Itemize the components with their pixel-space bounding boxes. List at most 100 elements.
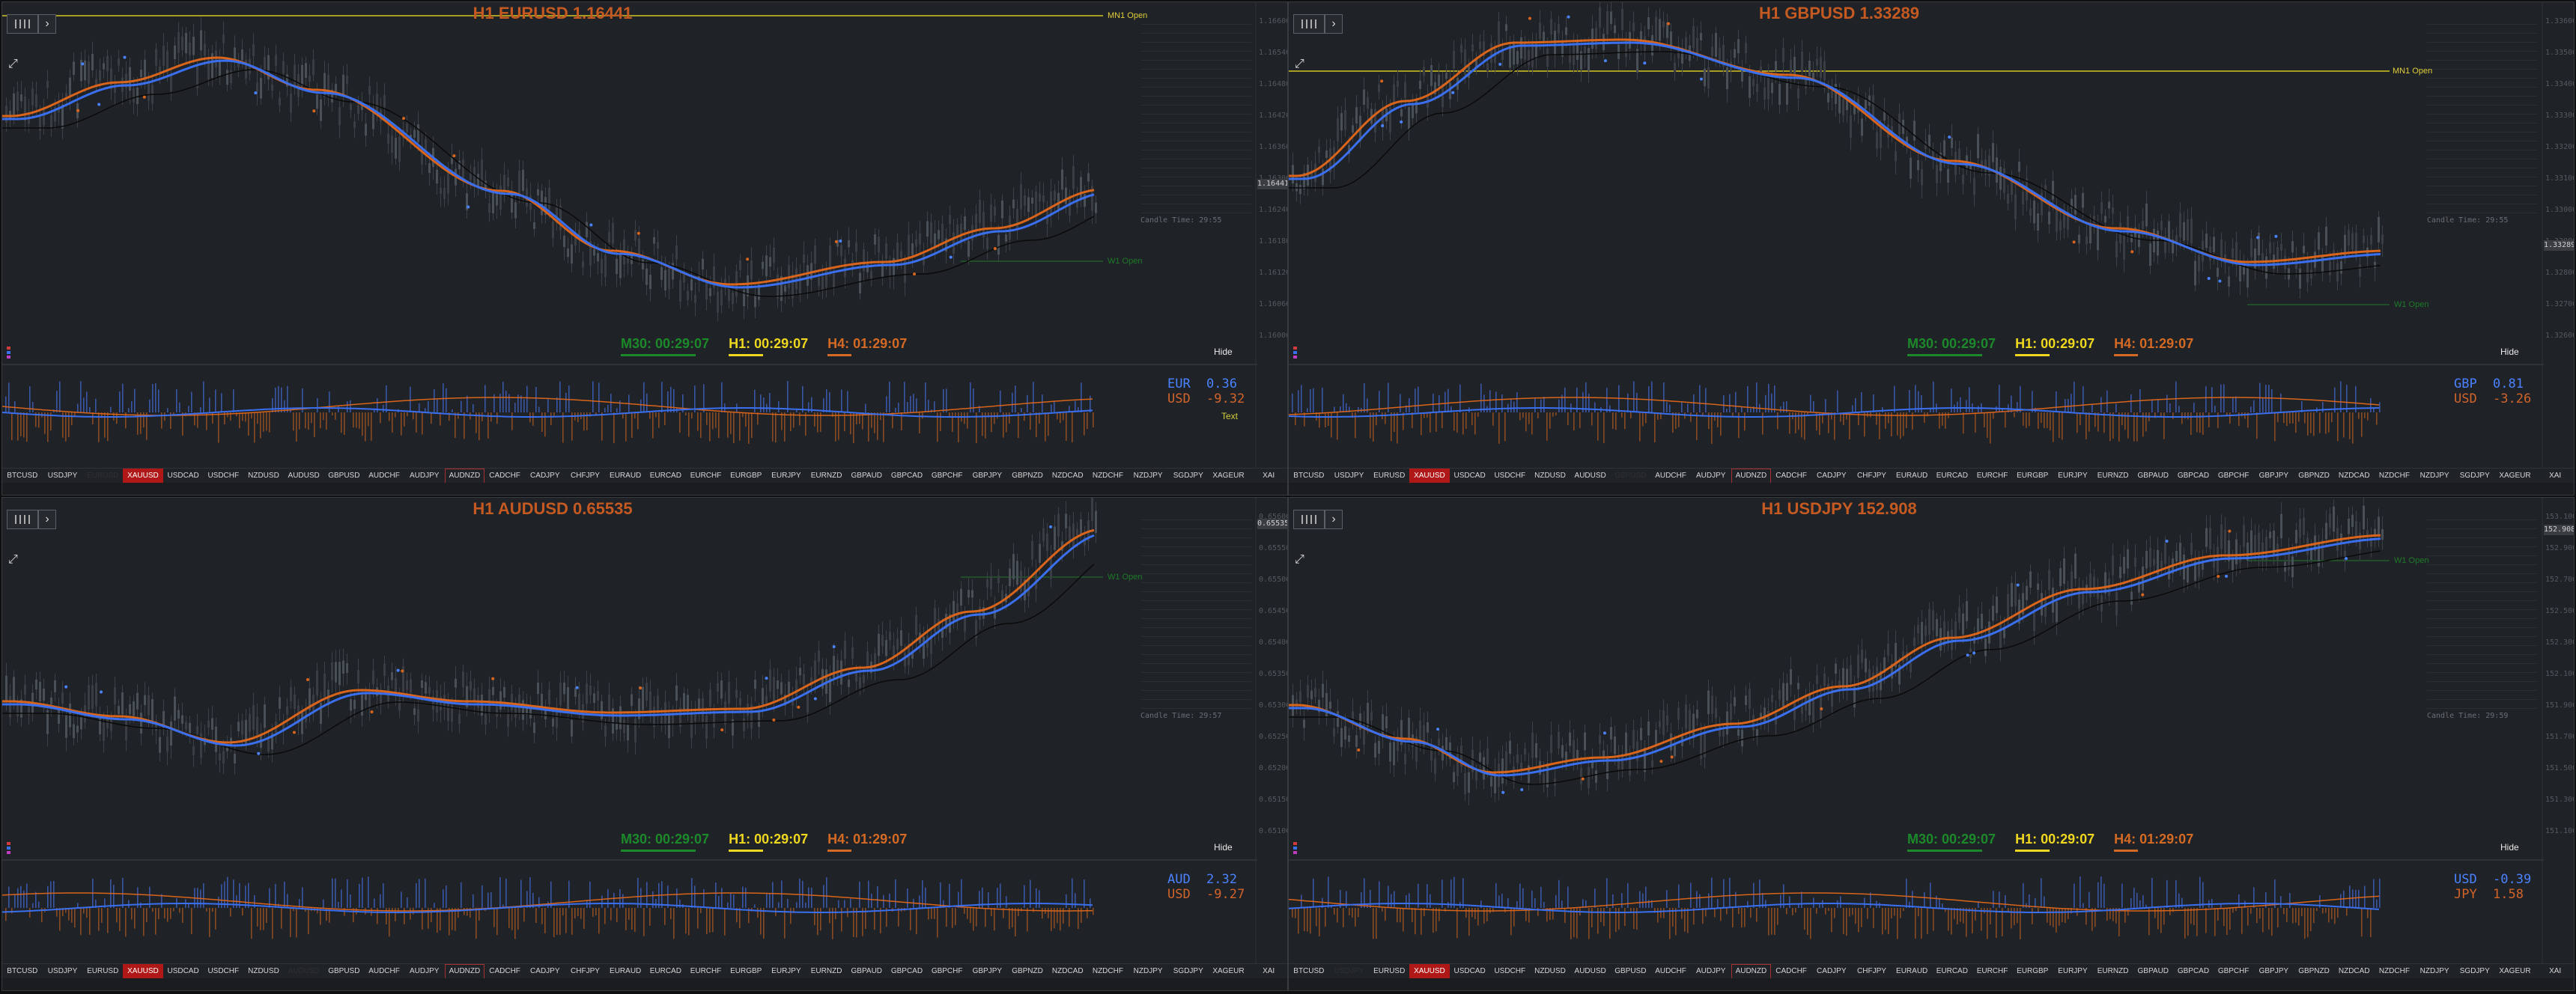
chart-panel-eurusd[interactable]: H1 EURUSD 1.16441 › ⤢ Candle Time: 29:55… [1, 1, 1288, 496]
symbol-tab-euraud[interactable]: EURAUD [610, 967, 642, 975]
symbol-tab-eurusd[interactable]: EURUSD [1373, 967, 1406, 975]
symbol-tab-usdjpy[interactable]: USDJPY [1334, 967, 1364, 975]
toolbar-grip-button[interactable] [1293, 14, 1325, 34]
symbol-tab-gbpcad[interactable]: GBPCAD [2177, 472, 2210, 480]
symbol-tab-cadchf[interactable]: CADCHF [1775, 967, 1807, 975]
symbol-tab-usdcad[interactable]: USDCAD [167, 967, 199, 975]
symbol-tab-cadjpy[interactable]: CADJPY [1817, 967, 1847, 975]
symbol-tab-sgdjpy[interactable]: SGDJPY [1173, 967, 1203, 975]
symbol-tab-nzdchf[interactable]: NZDCHF [1092, 967, 1123, 975]
symbol-tab-gbpjpy[interactable]: GBPJPY [972, 472, 1003, 480]
price-chart[interactable] [1289, 498, 2575, 991]
symbol-tab-gbpnzd[interactable]: GBPNZD [1012, 472, 1043, 480]
fullscreen-icon[interactable]: ⤢ [8, 58, 18, 70]
symbol-tab-audusd[interactable]: AUDUSD [1574, 967, 1606, 975]
symbol-tab-nzdjpy[interactable]: NZDJPY [1133, 967, 1163, 975]
price-chart[interactable] [2, 2, 1288, 496]
symbol-tab-audusd[interactable]: AUDUSD [288, 472, 320, 480]
symbol-tab-chfjpy[interactable]: CHFJPY [571, 472, 600, 480]
chart-panel-audusd[interactable]: H1 AUDUSD 0.65535 › ⤢ Candle Time: 29:57… [1, 497, 1288, 991]
symbol-tab-nzdcad[interactable]: NZDCAD [2338, 967, 2370, 975]
symbol-tab-sgdjpy[interactable]: SGDJPY [1173, 472, 1203, 480]
symbol-tab-gbpchf[interactable]: GBPCHF [931, 472, 963, 480]
symbol-tab-eurnzd[interactable]: EURNZD [810, 967, 842, 975]
symbol-tab-usdjpy[interactable]: USDJPY [47, 967, 78, 975]
symbol-tab-eurnzd[interactable]: EURNZD [2097, 472, 2129, 480]
symbol-tab-gbpjpy[interactable]: GBPJPY [2258, 967, 2289, 975]
symbol-tab-eurjpy[interactable]: EURJPY [2058, 472, 2088, 480]
toolbar-expand-arrow-button[interactable]: › [38, 14, 56, 34]
symbol-tab-xai[interactable]: XAI [2549, 967, 2562, 975]
symbol-tab-audjpy[interactable]: AUDJPY [1695, 472, 1726, 480]
symbol-tab-audjpy[interactable]: AUDJPY [409, 472, 440, 480]
symbol-tab-eurcad[interactable]: EURCAD [649, 472, 681, 480]
symbol-tab-eurgbp[interactable]: EURGBP [2017, 472, 2049, 480]
symbol-tab-eurnzd[interactable]: EURNZD [810, 472, 842, 480]
symbol-tab-chfjpy[interactable]: CHFJPY [571, 967, 600, 975]
symbol-tab-audchf[interactable]: AUDCHF [368, 967, 400, 975]
symbol-tab-gbpchf[interactable]: GBPCHF [2217, 967, 2250, 975]
symbol-tab-cadjpy[interactable]: CADJPY [1817, 472, 1847, 480]
symbol-tab-gbpaud[interactable]: GBPAUD [2137, 967, 2169, 975]
symbol-tab-nzdchf[interactable]: NZDCHF [1092, 472, 1123, 480]
symbol-tab-xai[interactable]: XAI [1263, 472, 1275, 480]
toolbar-expand-arrow-button[interactable]: › [1325, 14, 1343, 34]
hide-button[interactable]: Hide [2500, 842, 2519, 853]
symbol-tab-eurcad[interactable]: EURCAD [1936, 472, 1968, 480]
symbol-tab-audnzd[interactable]: AUDNZD [444, 469, 485, 484]
symbol-tab-xauusd[interactable]: XAUUSD [123, 469, 163, 484]
symbol-tab-btcusd[interactable]: BTCUSD [7, 967, 38, 975]
toolbar-expand-arrow-button[interactable]: › [1325, 510, 1343, 529]
symbol-tab-euraud[interactable]: EURAUD [1896, 967, 1928, 975]
symbol-tab-audjpy[interactable]: AUDJPY [409, 967, 440, 975]
fullscreen-icon[interactable]: ⤢ [1295, 58, 1304, 70]
symbol-tab-nzdchf[interactable]: NZDCHF [2378, 472, 2410, 480]
symbol-tab-nzdjpy[interactable]: NZDJPY [1133, 472, 1163, 480]
symbol-tab-audjpy[interactable]: AUDJPY [1695, 967, 1726, 975]
symbol-tab-nzdusd[interactable]: NZDUSD [248, 967, 279, 975]
symbol-tab-eurcad[interactable]: EURCAD [1936, 967, 1968, 975]
symbol-tab-gbpjpy[interactable]: GBPJPY [2258, 472, 2289, 480]
symbol-tab-gbpaud[interactable]: GBPAUD [851, 967, 883, 975]
symbol-tab-xageur[interactable]: XAGEUR [2499, 967, 2531, 975]
symbol-tab-usdchf[interactable]: USDCHF [1494, 472, 1526, 480]
symbol-tab-gbpaud[interactable]: GBPAUD [2137, 472, 2169, 480]
symbol-tab-usdjpy[interactable]: USDJPY [47, 472, 78, 480]
symbol-tab-gbpchf[interactable]: GBPCHF [931, 967, 963, 975]
symbol-tab-usdcad[interactable]: USDCAD [1453, 472, 1486, 480]
symbol-tab-cadjpy[interactable]: CADJPY [530, 967, 560, 975]
symbol-tab-chfjpy[interactable]: CHFJPY [1857, 967, 1886, 975]
symbol-tab-xauusd[interactable]: XAUUSD [1409, 964, 1450, 979]
symbol-tab-xai[interactable]: XAI [2549, 472, 2562, 480]
symbol-tab-gbpcad[interactable]: GBPCAD [2177, 967, 2210, 975]
fullscreen-icon[interactable]: ⤢ [1295, 553, 1304, 566]
symbol-tab-audchf[interactable]: AUDCHF [1655, 472, 1686, 480]
toolbar-grip-button[interactable] [7, 14, 38, 34]
symbol-tab-audnzd[interactable]: AUDNZD [1731, 964, 1772, 979]
symbol-tab-eurchf[interactable]: EURCHF [690, 967, 722, 975]
symbol-tab-nzdjpy[interactable]: NZDJPY [2419, 472, 2449, 480]
symbol-tab-eurjpy[interactable]: EURJPY [771, 472, 801, 480]
symbol-tab-nzdchf[interactable]: NZDCHF [2378, 967, 2410, 975]
symbol-tab-nzdcad[interactable]: NZDCAD [1051, 472, 1084, 480]
symbol-tab-chfjpy[interactable]: CHFJPY [1857, 472, 1886, 480]
symbol-tab-nzdusd[interactable]: NZDUSD [1534, 967, 1566, 975]
symbol-tab-eurjpy[interactable]: EURJPY [771, 967, 801, 975]
hide-button[interactable]: Hide [1214, 347, 1233, 357]
symbol-tab-nzdusd[interactable]: NZDUSD [1534, 472, 1566, 480]
chart-panel-usdjpy[interactable]: H1 USDJPY 152.908 › ⤢ Candle Time: 29:59… [1288, 497, 2575, 991]
symbol-tab-audchf[interactable]: AUDCHF [368, 472, 400, 480]
symbol-tab-gbpusd[interactable]: GBPUSD [328, 472, 360, 480]
fullscreen-icon[interactable]: ⤢ [8, 553, 18, 566]
symbol-tab-gbpusd[interactable]: GBPUSD [1614, 967, 1647, 975]
symbol-tab-gbpchf[interactable]: GBPCHF [2217, 472, 2250, 480]
symbol-tab-sgdjpy[interactable]: SGDJPY [2459, 472, 2490, 480]
symbol-tab-xai[interactable]: XAI [1263, 967, 1275, 975]
symbol-tab-audnzd[interactable]: AUDNZD [1731, 469, 1772, 484]
symbol-tab-audnzd[interactable]: AUDNZD [444, 964, 485, 979]
symbol-tab-usdcad[interactable]: USDCAD [1453, 967, 1486, 975]
symbol-tab-eurjpy[interactable]: EURJPY [2058, 967, 2088, 975]
symbol-tab-xageur[interactable]: XAGEUR [1212, 472, 1245, 480]
symbol-tab-eurchf[interactable]: EURCHF [1976, 472, 2008, 480]
symbol-tab-gbpnzd[interactable]: GBPNZD [2298, 472, 2330, 480]
